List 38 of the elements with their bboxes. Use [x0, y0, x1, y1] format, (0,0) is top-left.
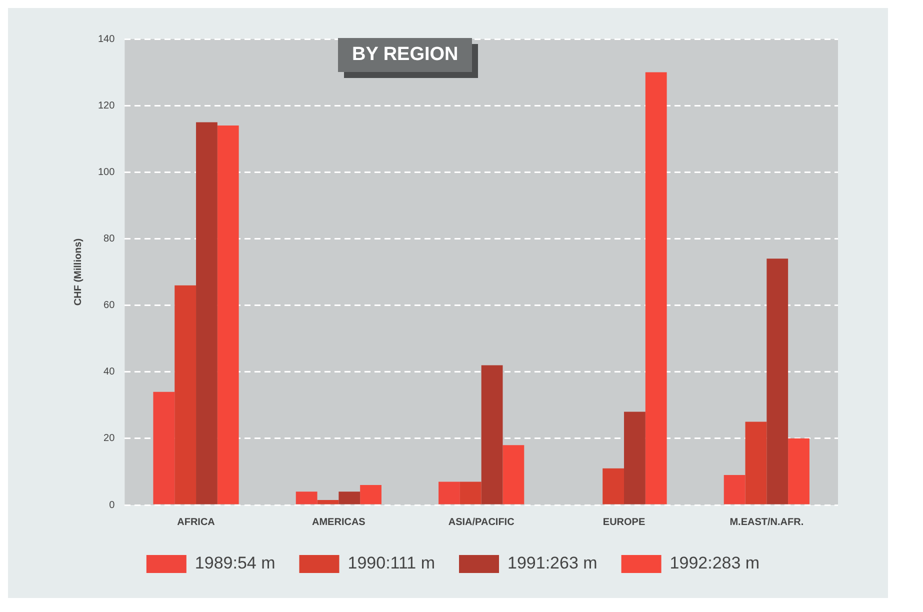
bar: [196, 122, 218, 504]
chart-title: BY REGION: [338, 38, 472, 72]
bar: [296, 492, 318, 504]
y-axis-title: CHF (Millions): [72, 238, 84, 306]
y-tick-label: 140: [98, 34, 116, 45]
y-tick-label: 80: [104, 233, 116, 244]
legend-label: 1991:263 m: [508, 554, 598, 573]
legend-label: 1992:283 m: [670, 554, 760, 573]
y-tick-label: 40: [104, 366, 116, 378]
x-tick-label: EUROPE: [602, 516, 646, 528]
bar: [153, 392, 175, 504]
bar: [602, 468, 624, 504]
bar: [460, 482, 482, 504]
bar: [788, 438, 810, 504]
bar: [766, 258, 788, 504]
y-tick-label: 120: [98, 100, 116, 112]
bar: [745, 422, 767, 504]
bar: [217, 126, 239, 504]
bar: [502, 445, 524, 504]
x-tick-label: AFRICA: [177, 516, 215, 528]
bar: [724, 475, 746, 504]
bar: [338, 492, 360, 504]
bar: [174, 285, 196, 504]
bar: [438, 482, 460, 504]
y-tick-label: 60: [104, 300, 116, 312]
bar: [360, 485, 382, 504]
y-tick-label: 20: [104, 433, 116, 444]
x-tick-label: M.EAST/N.AFR.: [730, 516, 804, 528]
bar: [481, 365, 503, 504]
legend-label: 1989:54 m: [194, 554, 276, 573]
bar: [317, 500, 339, 504]
x-tick-label: ASIA/PACIFIC: [448, 516, 514, 528]
y-tick-label: 0: [109, 500, 116, 511]
y-tick-label: 100: [98, 166, 116, 178]
bar: [645, 72, 667, 504]
x-tick-label: AMERICAS: [312, 516, 366, 528]
legend-label: 1990:111 m: [348, 554, 436, 573]
bar: [624, 412, 646, 504]
